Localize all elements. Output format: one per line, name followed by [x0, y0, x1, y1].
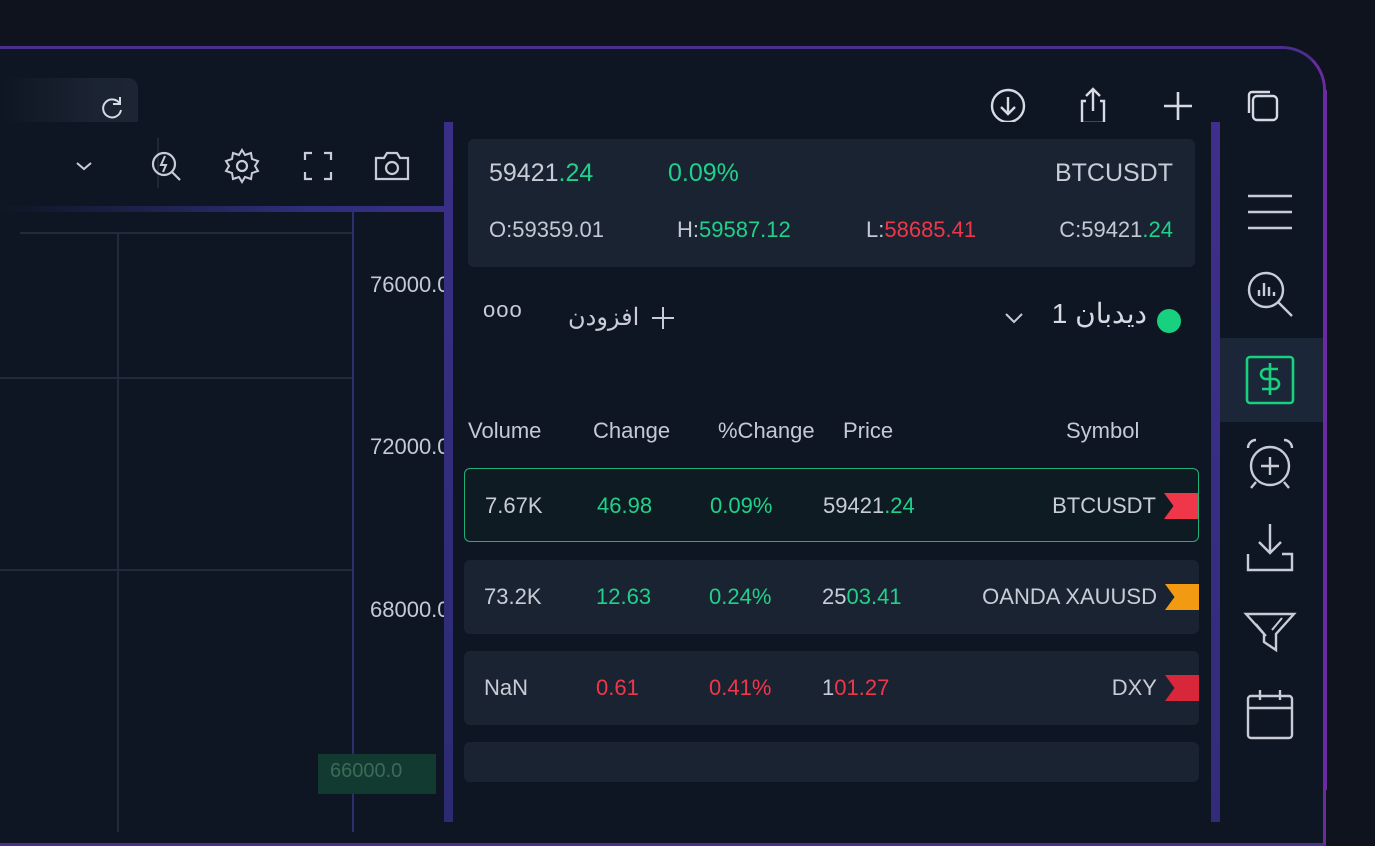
grid-line	[0, 569, 352, 571]
share-icon[interactable]	[1072, 85, 1114, 127]
flag-icon[interactable]	[1164, 493, 1198, 519]
watchlist-row[interactable]: 73.2K 12.63 0.24% 2503.41 OANDA XAUUSD	[464, 560, 1199, 634]
watchlist-row[interactable]: NaN 0.61 0.41% 101.27 DXY	[464, 651, 1199, 725]
screener-filter-icon[interactable]	[1242, 602, 1298, 658]
row-pct-change: 0.24%	[709, 584, 772, 609]
calendar-icon[interactable]	[1242, 686, 1298, 742]
row-change: 0.61	[596, 675, 639, 700]
row-volume: 73.2K	[484, 584, 542, 609]
column-volume[interactable]: Volume	[468, 418, 542, 443]
sidebar-divider	[1211, 122, 1220, 822]
new-tab-icon[interactable]	[1157, 85, 1199, 127]
chevron-down-icon[interactable]	[64, 146, 104, 186]
flag-icon[interactable]	[1165, 584, 1199, 610]
right-sidebar	[1220, 122, 1323, 822]
panel-divider[interactable]	[444, 122, 453, 822]
ticker-symbol: BTCUSDT	[1054, 159, 1173, 187]
column-price[interactable]: Price	[843, 418, 894, 443]
ticker-open: O:59359.01	[489, 217, 604, 242]
price-axis-label: 72000.0	[370, 434, 450, 459]
row-symbol: OANDA XAUUSD	[982, 584, 1157, 609]
indicator-search-icon[interactable]	[146, 146, 186, 186]
ticker-close: C:59421.24	[1059, 217, 1173, 242]
reload-icon[interactable]	[98, 92, 128, 122]
tabs-icon[interactable]	[1242, 85, 1284, 127]
row-price: 59421.24	[823, 493, 915, 518]
chart-toolbar-divider	[0, 206, 444, 212]
watchlist-columns: Volume Change %Change Price Symbol	[453, 418, 1211, 450]
ticker-low: L:58685.41	[866, 217, 977, 242]
frame-glow	[1323, 90, 1327, 790]
ticker-high: H:59587.12	[677, 217, 791, 242]
import-icon[interactable]	[1242, 520, 1298, 576]
ticker-change-pct: 0.09%	[668, 159, 739, 187]
row-change: 46.98	[597, 493, 653, 518]
plus-icon	[652, 306, 675, 329]
row-price: 2503.41	[822, 584, 902, 609]
watchlist-header: دیدبان 1 افزودن ooo	[453, 297, 1211, 337]
chart-toolbar	[0, 122, 444, 206]
status-dot	[1157, 309, 1181, 333]
price-axis-line	[352, 212, 354, 832]
watchlist-name[interactable]: دیدبان 1	[1051, 298, 1147, 329]
add-symbol-button[interactable]: افزودن	[568, 303, 677, 332]
row-symbol: BTCUSDT	[1052, 493, 1156, 518]
download-icon[interactable]	[987, 85, 1029, 127]
symbol-ticker[interactable]: 59421.24 0.09% BTCUSDT O:59359.01 H:5958…	[468, 139, 1195, 267]
grid-line	[117, 232, 119, 832]
add-alarm-icon[interactable]	[1242, 436, 1298, 492]
row-price: 101.27	[822, 675, 890, 700]
column-change[interactable]: Change	[593, 418, 671, 443]
watchlist-row[interactable]: 7.67K 46.98 0.09% 59421.24 BTCUSDT	[464, 468, 1199, 542]
watchlist-dollar-icon[interactable]	[1242, 352, 1298, 408]
price-axis-label: 68000.0	[370, 597, 450, 622]
gear-icon[interactable]	[222, 146, 262, 186]
row-pct-change: 0.09%	[710, 493, 773, 518]
chevron-down-icon[interactable]	[1003, 307, 1025, 329]
price-axis-label: 76000.0	[370, 272, 450, 297]
row-volume: 7.67K	[485, 493, 543, 518]
analysis-search-icon[interactable]	[1242, 266, 1298, 322]
fullscreen-icon[interactable]	[298, 146, 338, 186]
flag-icon[interactable]	[1165, 675, 1199, 701]
more-options-button[interactable]: ooo	[483, 297, 523, 322]
add-label: افزودن	[568, 304, 640, 331]
chart-plot-area	[0, 212, 354, 832]
row-change: 12.63	[596, 584, 652, 609]
toolbar-separator	[157, 138, 159, 188]
menu-icon[interactable]	[1242, 184, 1298, 240]
row-symbol: DXY	[1111, 675, 1157, 700]
column-pct-change[interactable]: %Change	[718, 418, 815, 443]
row-pct-change: 0.41%	[709, 675, 772, 700]
grid-line	[0, 377, 352, 379]
last-price-tag: 66000.0	[318, 754, 436, 794]
row-volume: NaN	[484, 675, 529, 700]
chart-panel: 76000.0 72000.0 68000.0 66000.0	[0, 122, 450, 832]
ticker-price: 59421.24	[489, 159, 594, 187]
column-symbol[interactable]: Symbol	[1066, 418, 1140, 443]
grid-line	[20, 232, 352, 234]
watchlist-row[interactable]	[464, 742, 1199, 782]
watchlist-panel: 59421.24 0.09% BTCUSDT O:59359.01 H:5958…	[453, 122, 1211, 822]
camera-icon[interactable]	[372, 146, 412, 186]
